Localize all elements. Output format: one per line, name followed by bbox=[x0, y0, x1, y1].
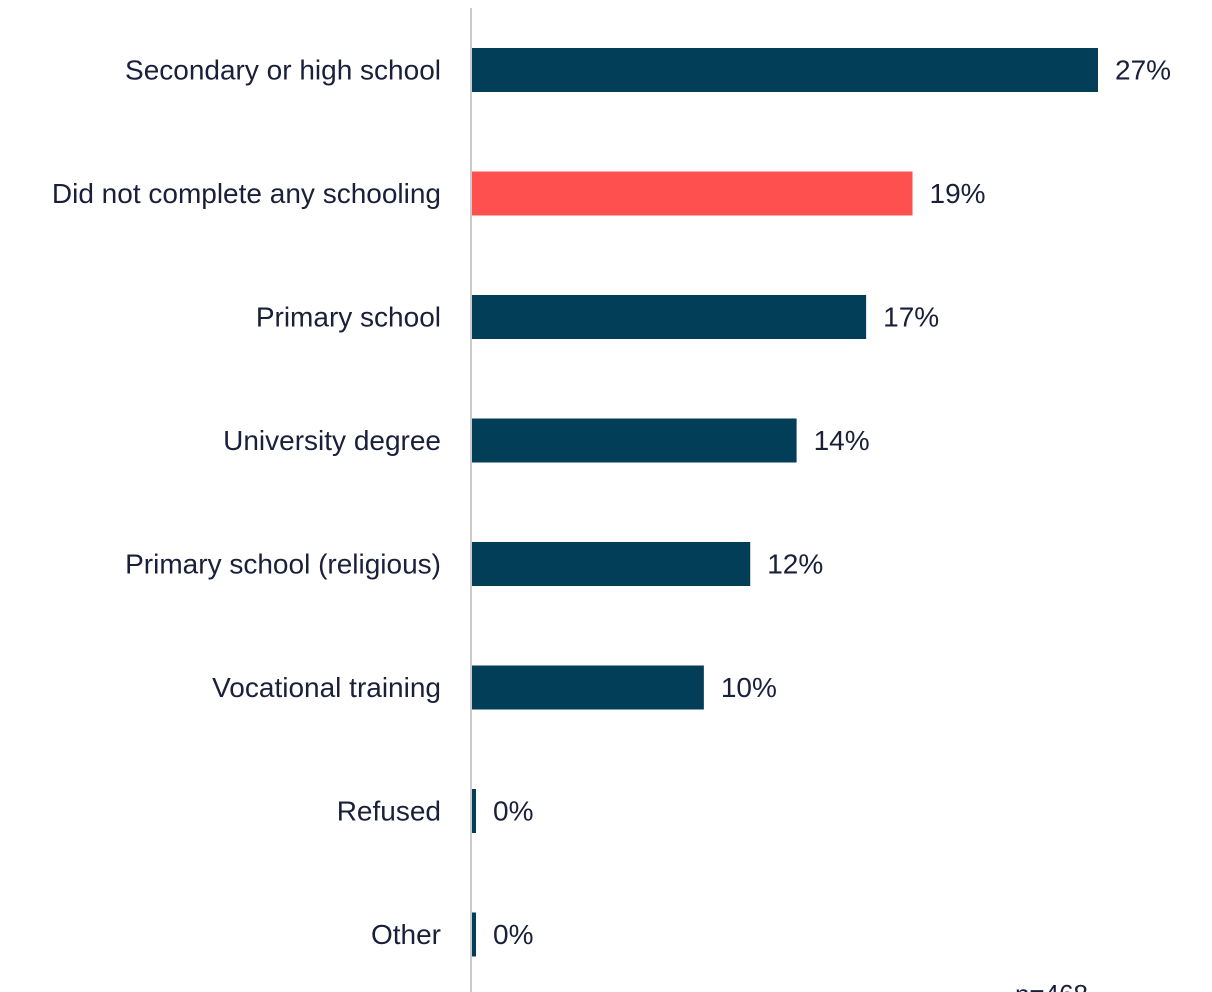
value-label-other: 0% bbox=[493, 919, 533, 950]
category-label-refused: Refused bbox=[337, 796, 441, 827]
bar-refused bbox=[472, 789, 476, 833]
category-label-primary-school: Primary school bbox=[256, 302, 441, 333]
value-label-did-not-complete-any-schooling: 19% bbox=[930, 178, 986, 209]
value-label-primary-school: 17% bbox=[883, 302, 939, 333]
value-label-primary-school-religious: 12% bbox=[767, 549, 823, 580]
category-label-primary-school-religious: Primary school (religious) bbox=[125, 549, 441, 580]
bar-primary-school bbox=[472, 295, 867, 339]
value-label-refused: 0% bbox=[493, 796, 533, 827]
category-label-vocational-training: Vocational training bbox=[212, 672, 441, 703]
sample-size-note: n=468 bbox=[1015, 979, 1088, 992]
bar-did-not-complete-any-schooling bbox=[472, 171, 913, 216]
category-label-did-not-complete-any-schooling: Did not complete any schooling bbox=[52, 178, 441, 209]
category-label-secondary-or-high-school: Secondary or high school bbox=[125, 55, 441, 86]
category-label-university-degree: University degree bbox=[223, 425, 441, 456]
bar-vocational-training bbox=[472, 665, 704, 710]
value-label-secondary-or-high-school: 27% bbox=[1115, 55, 1171, 86]
bar-other bbox=[472, 912, 476, 957]
bar-university-degree bbox=[472, 418, 797, 463]
bar-secondary-or-high-school bbox=[472, 48, 1098, 92]
value-label-university-degree: 14% bbox=[814, 425, 870, 456]
bar-primary-school-religious bbox=[472, 542, 751, 586]
value-label-vocational-training: 10% bbox=[721, 672, 777, 703]
bars-layer: Secondary or high school 27% Did not compl… bbox=[52, 48, 1171, 957]
category-label-other: Other bbox=[371, 919, 441, 950]
